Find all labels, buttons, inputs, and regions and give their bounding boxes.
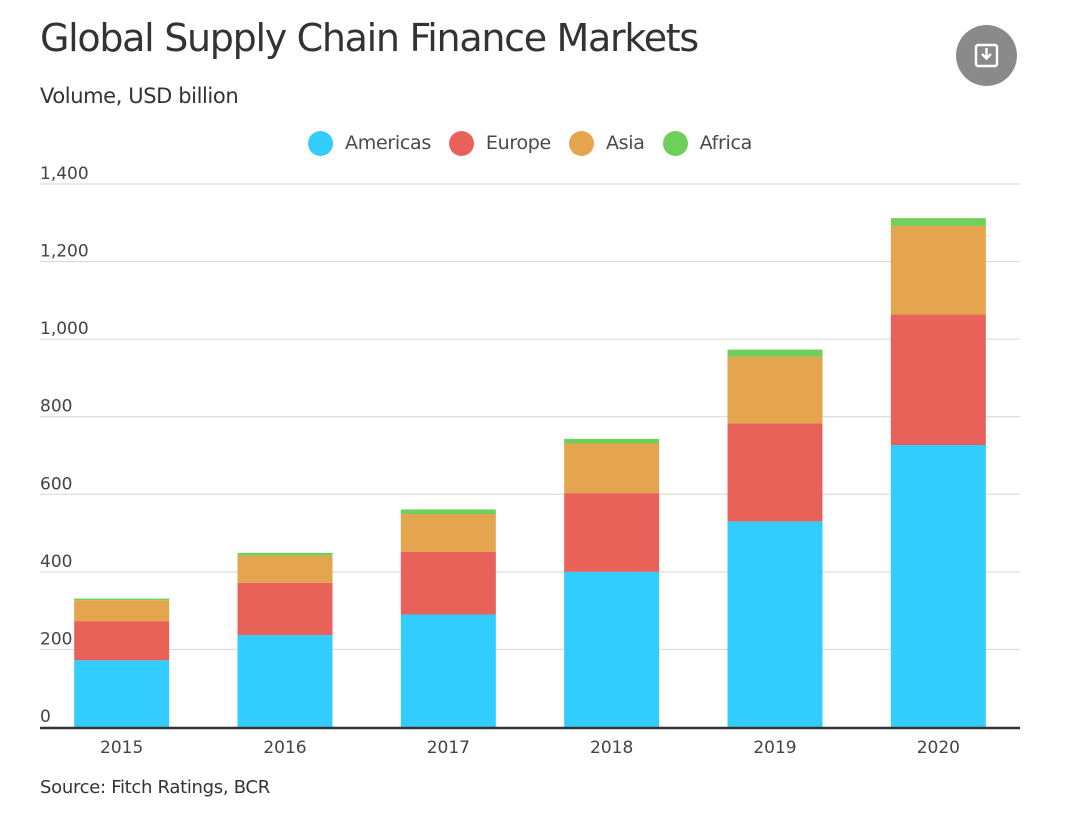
legend-swatch — [448, 130, 474, 156]
bar-segment-europe — [890, 314, 986, 446]
legend-item-americas[interactable]: Americas — [308, 130, 431, 156]
bar-segment-asia — [564, 443, 660, 494]
bar-segment-americas — [74, 660, 170, 727]
legend-label: Asia — [605, 132, 645, 154]
y-tick-label: 1,200 — [40, 242, 89, 262]
bar-segment-africa — [727, 349, 823, 357]
bar-segment-asia — [74, 600, 170, 622]
y-tick-label: 400 — [40, 552, 72, 572]
legend-swatch — [662, 130, 688, 156]
bar-segment-asia — [727, 356, 823, 424]
bar-segment-europe — [564, 493, 660, 572]
x-tick-label: 2020 — [917, 738, 960, 758]
bar-segment-americas — [727, 521, 823, 727]
legend-swatch — [568, 130, 594, 156]
bar-segment-americas — [564, 571, 660, 727]
download-icon — [974, 43, 999, 68]
bar-segment-africa — [74, 598, 170, 601]
stacked-bar-chart: 0 200 400 600 800 1,000 1,200 1,400 2015 2016 2017… — [40, 164, 1020, 758]
legend-item-asia[interactable]: Asia — [568, 130, 645, 156]
bar-segment-asia — [237, 555, 333, 583]
bar-segment-europe — [727, 423, 823, 522]
x-tick-label: 2016 — [263, 738, 306, 758]
bar-segment-asia — [890, 225, 986, 315]
bar-segment-europe — [400, 551, 496, 615]
y-tick-label: 200 — [40, 629, 72, 649]
x-tick-label: 2017 — [427, 738, 470, 758]
bar-segment-africa — [890, 218, 986, 226]
bar-segment-americas — [400, 614, 496, 727]
bar-segment-americas — [237, 635, 333, 727]
x-tick-label: 2019 — [753, 738, 796, 758]
y-tick-label: 800 — [40, 397, 72, 417]
chart-title: Global Supply Chain Finance Markets — [40, 16, 699, 60]
bar-segment-americas — [890, 445, 986, 727]
x-tick-label: 2015 — [100, 738, 143, 758]
chart-subtitle: Volume, USD billion — [40, 84, 239, 108]
legend-item-africa[interactable]: Africa — [662, 130, 753, 156]
legend-label: Americas — [345, 132, 431, 154]
chart-legend: Americas Europe Asia Africa — [0, 128, 1060, 158]
y-tick-label: 600 — [40, 474, 72, 494]
y-tick-label: 1,000 — [40, 319, 89, 339]
bar-segment-asia — [400, 514, 496, 552]
y-tick-label: 1,400 — [40, 164, 89, 184]
bar-segment-europe — [74, 621, 170, 661]
bar-segment-africa — [400, 509, 496, 515]
source-note: Source: Fitch Ratings, BCR — [40, 777, 270, 798]
legend-swatch — [308, 130, 334, 156]
bar-segment-europe — [237, 582, 333, 636]
legend-item-europe[interactable]: Europe — [448, 130, 551, 156]
bar-segment-africa — [237, 552, 333, 556]
legend-label: Europe — [485, 132, 551, 154]
y-tick-label: 0 — [40, 707, 51, 727]
x-tick-label: 2018 — [590, 738, 633, 758]
download-button[interactable] — [956, 25, 1017, 86]
bar-segment-africa — [564, 438, 660, 444]
legend-label: Africa — [699, 132, 753, 154]
